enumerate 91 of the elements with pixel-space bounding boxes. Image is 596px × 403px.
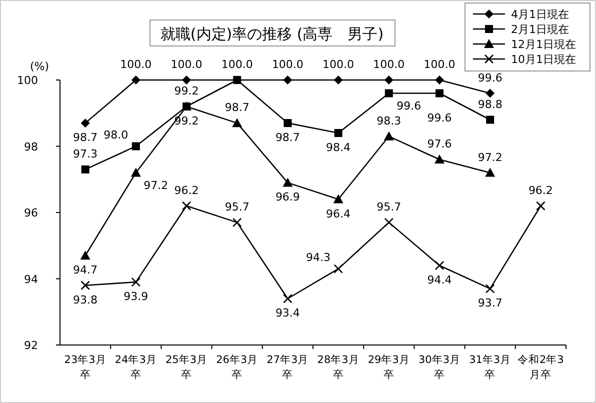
x-tick-label: 23年3月卒	[64, 354, 106, 381]
point	[486, 116, 494, 124]
point	[131, 76, 140, 84]
point	[486, 88, 495, 98]
point	[485, 168, 496, 177]
point	[334, 129, 342, 137]
point	[435, 76, 444, 84]
point	[182, 201, 192, 211]
point	[384, 218, 394, 228]
point	[130, 168, 141, 177]
point	[333, 194, 344, 204]
y-tick-label: 100	[17, 74, 38, 87]
data-label: 96.4	[326, 207, 351, 220]
x-tick-label: 29年3月卒	[368, 354, 410, 381]
point	[434, 260, 444, 270]
legend-label: 4月1日現在	[511, 8, 569, 21]
point	[434, 154, 444, 164]
data-label: 97.3	[73, 147, 98, 160]
point	[80, 280, 90, 290]
data-label: 98.7	[275, 131, 300, 144]
data-label: 97.2	[144, 178, 168, 192]
data-label: 99.2	[174, 114, 199, 128]
point	[232, 118, 242, 128]
data-label: 98.7	[73, 131, 98, 144]
chart-title: 就職(内定)率の推移 (高専 男子)	[160, 25, 384, 43]
data-label: 98.3	[376, 114, 402, 128]
data-label: 94.4	[427, 274, 452, 286]
legend-label: 2月1日現在	[511, 23, 569, 36]
point	[384, 89, 393, 98]
y-tick-label: 92	[24, 339, 38, 352]
legend-label: 12月1日現在	[511, 38, 576, 51]
data-label: 95.7	[224, 200, 250, 214]
y-axis-title: (%)	[30, 60, 50, 73]
data-label: 94.7	[73, 264, 98, 277]
point	[334, 76, 343, 84]
x-tick-label: 30年3月卒	[418, 354, 461, 381]
data-label: 99.6	[396, 99, 422, 112]
x-tick-label: 27年3月卒	[266, 354, 309, 381]
point	[334, 264, 343, 274]
data-label: 100.0	[170, 58, 202, 71]
point	[384, 131, 394, 140]
data-label: 99.2	[174, 84, 199, 98]
point	[233, 76, 242, 84]
x-tick-label: 令和2年3月卒	[518, 353, 564, 381]
data-label: 96.2	[528, 184, 553, 197]
data-label: 96.9	[275, 190, 300, 204]
point	[282, 178, 293, 187]
point	[485, 284, 495, 294]
data-label: 100.0	[322, 58, 354, 71]
data-label: 99.6	[478, 71, 502, 84]
point	[80, 118, 90, 128]
point	[283, 294, 292, 304]
data-label: 100.0	[120, 58, 152, 71]
data-label: 100.0	[221, 58, 253, 71]
point	[131, 277, 141, 287]
y-tick-label: 98	[24, 140, 38, 154]
data-label: 97.6	[427, 138, 452, 150]
data-label: 96.2	[174, 184, 199, 197]
data-label: 93.8	[73, 293, 98, 306]
data-label: 97.2	[478, 150, 502, 164]
data-label: 99.6	[427, 111, 452, 124]
data-label: 93.7	[478, 296, 502, 310]
y-tick-label: 94	[24, 272, 38, 286]
point	[536, 201, 546, 211]
point	[384, 76, 394, 84]
y-tick-label: 96	[24, 206, 38, 220]
point	[284, 119, 292, 128]
x-tick-label: 28年3月卒	[317, 354, 360, 381]
data-label: 98.0	[104, 128, 128, 142]
data-label: 98.7	[224, 101, 250, 114]
data-label: 93.9	[124, 290, 148, 304]
data-label: 98.8	[478, 98, 502, 111]
x-tick-label: 25年3月卒	[165, 354, 208, 381]
point	[81, 165, 90, 174]
x-tick-label: 31年3月卒	[469, 354, 512, 381]
point	[283, 76, 292, 84]
point	[80, 250, 90, 260]
point	[232, 218, 242, 228]
data-label: 95.7	[376, 200, 402, 214]
data-label: 100.0	[373, 58, 405, 71]
data-label: 100.0	[424, 58, 456, 71]
x-tick-label: 24年3月卒	[114, 354, 157, 381]
legend-label: 10月1日現在	[511, 53, 576, 66]
data-label: 93.4	[275, 306, 300, 320]
data-label: 98.4	[326, 141, 351, 154]
point	[132, 142, 140, 150]
x-tick-label: 26年3月卒	[216, 354, 258, 381]
point	[182, 76, 191, 84]
data-label: 100.0	[272, 58, 304, 71]
point	[436, 89, 444, 98]
data-label: 94.3	[306, 250, 331, 264]
